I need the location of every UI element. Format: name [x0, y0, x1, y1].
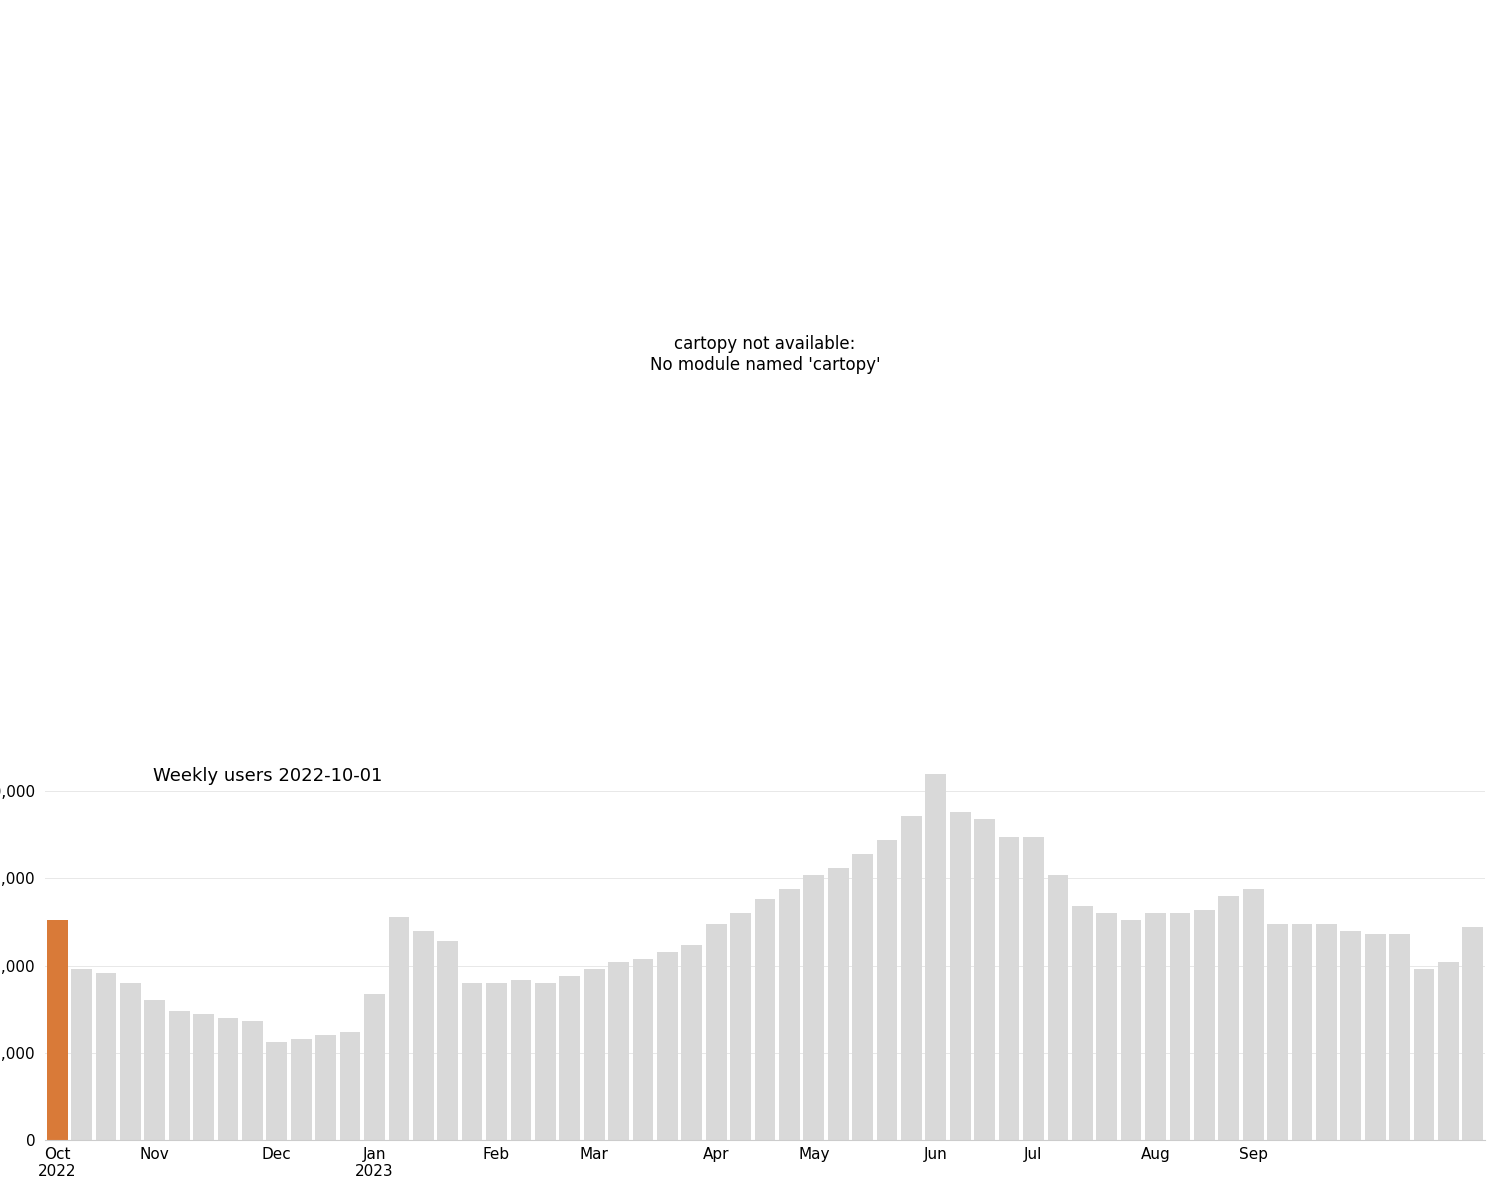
Bar [560, 976, 580, 1140]
Bar [70, 970, 92, 1140]
Bar [339, 1032, 360, 1140]
Bar [536, 983, 555, 1140]
Bar [1268, 924, 1288, 1140]
Bar [267, 1043, 286, 1140]
Bar [1292, 924, 1312, 1140]
Bar [1072, 906, 1092, 1140]
Bar [388, 917, 410, 1140]
Bar [413, 931, 434, 1140]
Bar [1244, 889, 1263, 1140]
Bar [120, 983, 141, 1140]
Bar [852, 854, 873, 1140]
Bar [486, 983, 507, 1140]
Bar [1096, 913, 1118, 1140]
Bar [1047, 875, 1068, 1140]
Bar [681, 944, 702, 1140]
Bar [46, 920, 68, 1140]
Bar [1218, 896, 1239, 1140]
Bar [706, 924, 726, 1140]
Bar [902, 816, 922, 1140]
Bar [778, 889, 800, 1140]
Bar [1120, 920, 1142, 1140]
Bar [510, 979, 531, 1140]
Bar [1462, 928, 1484, 1140]
Text: cartopy not available:
No module named 'cartopy': cartopy not available: No module named '… [650, 336, 880, 374]
Bar [876, 840, 897, 1140]
Bar [950, 812, 970, 1140]
Bar [754, 899, 776, 1140]
Bar [804, 875, 824, 1140]
Bar [462, 983, 483, 1140]
Bar [975, 820, 994, 1140]
Bar [144, 1001, 165, 1140]
Bar [1023, 836, 1044, 1140]
Bar [1316, 924, 1336, 1140]
Bar [999, 836, 1020, 1140]
Bar [633, 959, 654, 1140]
Text: Weekly users 2022-10-01: Weekly users 2022-10-01 [153, 767, 382, 785]
Bar [1194, 910, 1215, 1140]
Bar [1365, 935, 1386, 1140]
Bar [96, 972, 117, 1140]
Bar [438, 941, 458, 1140]
Bar [1144, 913, 1166, 1140]
Bar [194, 1014, 214, 1140]
Bar [315, 1036, 336, 1140]
Bar [1170, 913, 1191, 1140]
Bar [1341, 931, 1360, 1140]
Bar [364, 994, 386, 1140]
Bar [1413, 970, 1434, 1140]
Bar [291, 1039, 312, 1140]
Bar [170, 1010, 189, 1140]
Bar [1389, 935, 1410, 1140]
Bar [1438, 962, 1460, 1140]
Bar [608, 962, 628, 1140]
Bar [584, 970, 604, 1140]
Bar [657, 952, 678, 1140]
Bar [242, 1021, 262, 1140]
Bar [217, 1018, 238, 1140]
Bar [730, 913, 752, 1140]
Bar [926, 774, 946, 1140]
Bar [828, 868, 849, 1140]
